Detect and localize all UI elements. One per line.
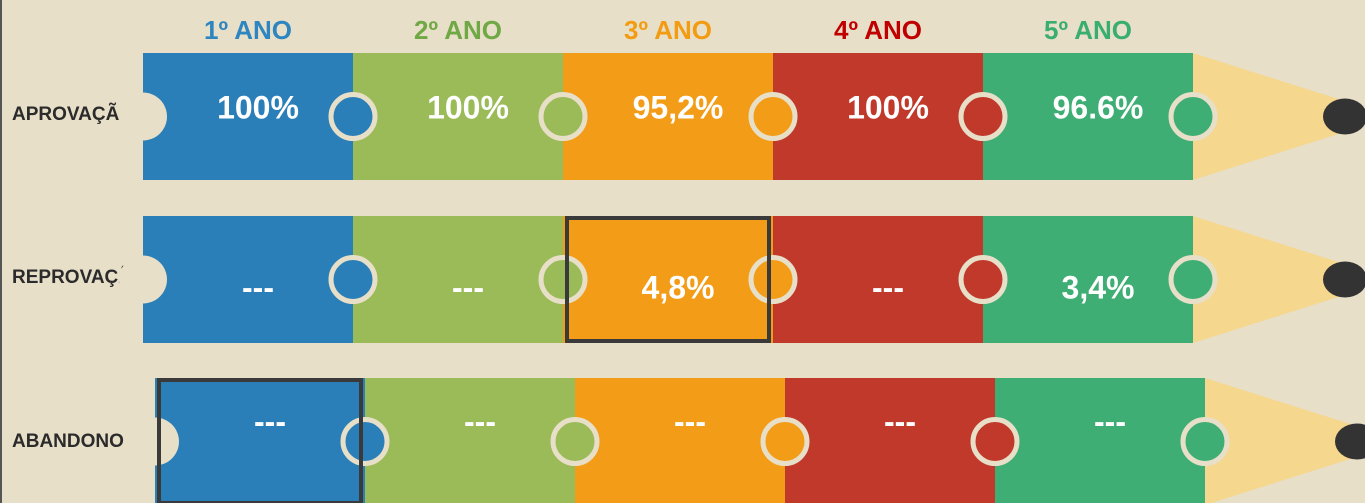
puzzle-piece: [155, 378, 365, 503]
puzzle-knob: [1171, 95, 1215, 139]
puzzle-notch: [131, 418, 179, 466]
puzzle-piece: [995, 378, 1205, 503]
puzzle-knob: [541, 95, 585, 139]
puzzle-piece: [785, 378, 995, 503]
puzzle-knob: [751, 95, 795, 139]
cell-value: 96.6%: [1053, 89, 1144, 125]
column-header: 1º ANO: [204, 15, 292, 45]
puzzle-knob: [973, 420, 1017, 464]
cell-value: ---: [452, 269, 484, 305]
cell-value: ---: [884, 403, 916, 439]
row-label: APROVAÇÃO: [12, 103, 134, 125]
cell-value: 4,8%: [642, 269, 715, 305]
puzzle-knob: [751, 258, 795, 302]
puzzle-knob: [343, 420, 387, 464]
puzzle-knob: [331, 95, 375, 139]
puzzle-knob: [1171, 258, 1215, 302]
cell-value: 100%: [427, 89, 509, 125]
column-header: 2º ANO: [414, 15, 502, 45]
puzzle-knob: [1183, 420, 1227, 464]
cell-value: 100%: [847, 89, 929, 125]
pencil-lead: [1323, 99, 1365, 135]
puzzle-notch: [119, 93, 167, 141]
pencil-lead: [1323, 262, 1365, 298]
cell-value: ---: [242, 269, 274, 305]
cell-value: 3,4%: [1062, 269, 1135, 305]
row-label: ABANDONO: [12, 431, 124, 452]
infographic: 1º ANO 2º ANO 3º ANO 4º ANO 5º ANO APROVAÇÃO 1…: [0, 0, 1365, 503]
puzzle-piece: [365, 378, 575, 503]
cell-value: 100%: [217, 89, 299, 125]
cell-value: ---: [1094, 403, 1126, 439]
puzzle-knob: [961, 95, 1005, 139]
puzzle-piece: [575, 378, 785, 503]
cell-value: ---: [674, 403, 706, 439]
column-header: 5º ANO: [1044, 15, 1132, 45]
puzzle-knob: [553, 420, 597, 464]
column-header: 4º ANO: [834, 15, 922, 45]
puzzle-knob: [331, 258, 375, 302]
cell-value: ---: [254, 403, 286, 439]
cell-value: ---: [464, 403, 496, 439]
cell-value: ---: [872, 269, 904, 305]
puzzle-knob: [763, 420, 807, 464]
puzzle-knob: [541, 258, 585, 302]
cell-value: 95,2%: [633, 89, 724, 125]
puzzle-notch: [119, 256, 167, 304]
column-header: 3º ANO: [624, 15, 712, 45]
puzzle-knob: [961, 258, 1005, 302]
